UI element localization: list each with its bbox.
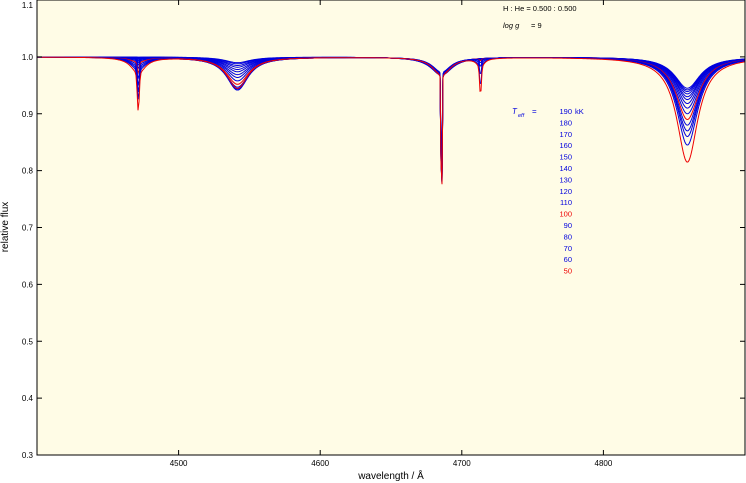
legend-entry-160: 160	[559, 141, 572, 150]
y-tick-label: 0.6	[22, 280, 34, 289]
legend-entry-170: 170	[559, 130, 572, 139]
plot-background	[37, 0, 745, 455]
x-axis-label: wavelength / Å	[357, 469, 424, 482]
y-axis-label: relative flux	[0, 202, 11, 253]
legend-entry-70: 70	[564, 244, 572, 253]
y-tick-label: 0.9	[22, 110, 34, 119]
teff-subscript: eff	[518, 113, 525, 119]
y-tick-label: 0.5	[22, 337, 34, 346]
legend-entry-90: 90	[564, 221, 572, 230]
y-tick-label: 0.7	[22, 224, 34, 233]
y-tick-label: 0.3	[22, 451, 34, 460]
x-tick-label: 4800	[595, 459, 613, 468]
legend-entry-50: 50	[564, 267, 572, 276]
teff-legend: 190 180 170 160 150 140 130 120 110 100 90 80 70 60 50	[559, 107, 572, 276]
x-tick-label: 4600	[311, 459, 329, 468]
teff-equals: =	[532, 107, 537, 116]
logg-value: = 9	[531, 21, 542, 30]
legend-entry-150: 150	[559, 153, 572, 162]
spectrum-curves	[36, 56, 746, 185]
axis-ticks: 4500 4600 4700 4800 0.3 0.4 0.5 0.6 0.7 0.8 0.9 1.0…	[22, 0, 745, 468]
legend-entry-180: 180	[559, 118, 572, 127]
y-tick-label: 1.0	[22, 53, 34, 62]
spectrum-line-50	[37, 56, 746, 185]
y-tick-label: 0.4	[22, 394, 34, 403]
legend-entry-60: 60	[564, 255, 572, 264]
teff-label: T	[512, 107, 518, 116]
y-tick-label: 1.1	[22, 1, 34, 10]
legend-entry-130: 130	[559, 175, 572, 184]
legend-entry-190: 190	[559, 107, 572, 116]
legend-entry-120: 120	[559, 187, 572, 196]
x-tick-label: 4700	[453, 459, 471, 468]
legend-entry-80: 80	[564, 232, 572, 241]
legend-entry-110: 110	[560, 198, 572, 207]
composition-annotation: H : He = 0.500 : 0.500	[503, 4, 577, 13]
legend-entry-140: 140	[559, 164, 572, 173]
teff-unit: kK	[575, 107, 584, 116]
x-tick-label: 4500	[170, 459, 188, 468]
logg-label: log g	[503, 21, 520, 30]
y-tick-label: 0.8	[22, 167, 34, 176]
legend-entry-100: 100	[559, 210, 572, 219]
